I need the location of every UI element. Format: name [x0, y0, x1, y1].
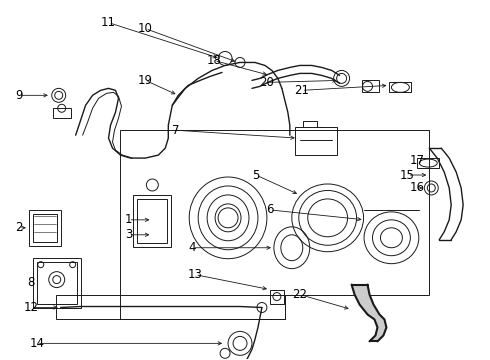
- Bar: [33, 258, 81, 307]
- Bar: [295, 127, 337, 155]
- Text: 21: 21: [294, 84, 309, 97]
- Text: 19: 19: [138, 74, 153, 87]
- Bar: [137, 199, 167, 243]
- Bar: [390, 82, 412, 92]
- Text: 4: 4: [189, 241, 196, 254]
- Text: 18: 18: [207, 54, 221, 67]
- Text: 13: 13: [188, 268, 203, 281]
- Text: 22: 22: [293, 288, 307, 301]
- Bar: [417, 158, 439, 168]
- Text: 3: 3: [125, 228, 132, 241]
- Text: 1: 1: [124, 213, 132, 226]
- Text: 12: 12: [24, 301, 38, 314]
- Text: 10: 10: [138, 22, 153, 35]
- Bar: [29, 210, 61, 246]
- Bar: [133, 195, 171, 247]
- Text: 5: 5: [252, 168, 260, 181]
- Text: 20: 20: [260, 76, 274, 89]
- Text: 11: 11: [101, 16, 116, 29]
- Text: 9: 9: [15, 89, 23, 102]
- Bar: [33, 214, 57, 242]
- Text: 2: 2: [15, 221, 23, 234]
- Text: 7: 7: [172, 124, 179, 137]
- Text: 17: 17: [410, 154, 425, 167]
- Bar: [362, 80, 379, 92]
- Text: 14: 14: [29, 337, 44, 350]
- Text: 16: 16: [410, 181, 425, 194]
- Bar: [53, 108, 71, 118]
- Text: 6: 6: [266, 203, 273, 216]
- Polygon shape: [352, 285, 387, 341]
- Text: 15: 15: [400, 168, 415, 181]
- Bar: [37, 262, 76, 303]
- Bar: [270, 289, 284, 303]
- Text: 8: 8: [27, 276, 34, 289]
